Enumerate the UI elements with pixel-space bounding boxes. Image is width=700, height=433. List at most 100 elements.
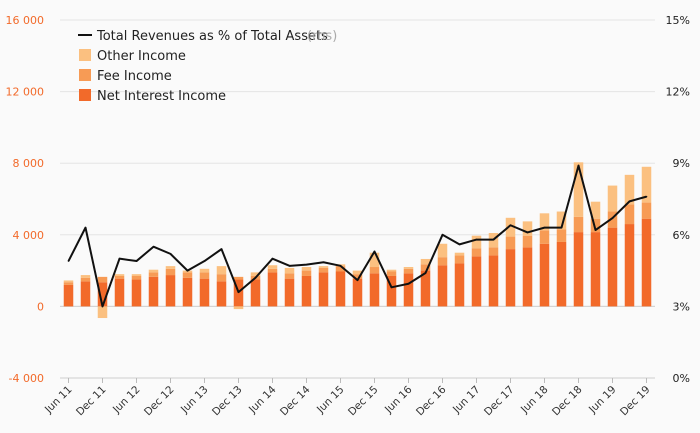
bar-fee-income [522,235,533,248]
bar-other-income [556,211,567,230]
bar-other-income [454,252,465,256]
bar-fee-income [63,282,74,285]
line-point [84,226,87,229]
bar-net-interest-income [284,278,295,307]
y-right-tick-label: 0% [673,372,690,385]
bar-fee-income [182,272,193,278]
line-point [237,291,240,293]
line-point [509,224,512,227]
x-tick-label: Dec 12 [142,384,177,419]
bar-other-income [420,258,431,265]
x-tick-label: Jun 14 [246,383,279,416]
x-tick-label: Dec 14 [278,383,313,418]
bar-other-income [437,243,448,258]
bar-net-interest-income [573,232,584,307]
line-point [186,269,189,272]
line-point [322,261,325,264]
bar-fee-income [80,277,91,282]
bar-fee-income [284,273,295,279]
x-tick-label: Dec 16 [414,383,449,418]
x-tick-label: Jun 15 [314,384,347,417]
line-point [203,260,206,262]
line-point [628,200,631,203]
bar-other-income [522,221,533,236]
bar-other-income [63,280,74,283]
bar-net-interest-income [641,218,652,307]
legend-other-label: Other Income [97,49,186,64]
y-right-tick-label: 3% [673,300,690,313]
line-point [288,265,291,267]
bar-net-interest-income [607,227,618,307]
bar-net-interest-income [556,241,567,307]
bar-fee-income [539,230,550,244]
bar-net-interest-income [318,272,329,307]
bar-fee-income [607,211,618,228]
bar-net-interest-income [335,271,346,307]
legend-other-swatch [79,49,91,61]
bar-fee-income [437,257,448,266]
bar-net-interest-income [590,232,601,307]
line-point [441,234,444,236]
bar-other-income [403,267,414,269]
bar-fee-income [97,276,108,283]
bar-net-interest-income [301,275,312,307]
bar-net-interest-income [267,272,278,307]
bar-net-interest-income [420,270,431,307]
line-point [67,260,70,262]
bar-net-interest-income [471,256,482,307]
bar-net-interest-income [369,273,380,307]
bar-other-income [505,217,516,237]
bar-net-interest-income [148,276,159,307]
y-left-tick-label: -4 000 [9,372,44,385]
bar-net-interest-income [437,265,448,307]
bar-fee-income [148,272,159,277]
bar-net-interest-income [165,275,176,307]
bar-fee-income [199,272,210,279]
y-left-tick-label: 16 000 [6,14,45,27]
bar-fee-income [301,270,312,276]
bar-net-interest-income [250,279,261,307]
bar-fee-income [165,268,176,276]
bar-other-income [318,266,329,268]
line-point [492,238,495,241]
x-tick-label: Jun 16 [382,383,415,416]
bar-net-interest-income [97,282,108,307]
bar-fee-income [386,271,397,276]
bar-net-interest-income [624,224,635,307]
bar-net-interest-income [403,273,414,307]
bar-net-interest-income [386,275,397,307]
x-tick-label: Jun 18 [518,384,551,417]
line-point [645,195,648,198]
line-point [390,286,393,289]
bar-net-interest-income [505,249,516,307]
x-tick-label: Dec 13 [210,384,245,419]
bar-net-interest-income [488,255,499,307]
bar-fee-income [352,274,363,279]
bar-fee-income [590,218,601,233]
bar-other-income [199,268,210,273]
bar-fee-income [216,274,227,282]
line-point [339,265,342,267]
line-point [271,257,274,260]
line-point [254,276,257,279]
bar-fee-income [114,275,125,279]
legend-nii-label: Net Interest Income [97,89,226,104]
bar-other-income [301,267,312,271]
bar-other-income [641,166,652,203]
legend: Total Revenues as % of Total Assets (rhs… [78,29,337,104]
line-point [594,229,597,231]
bar-fee-income [556,229,567,242]
legend-fee-label: Fee Income [97,69,172,84]
bar-other-income [267,265,278,269]
bar-net-interest-income [216,281,227,307]
line-point [169,253,172,255]
legend-line-label: Total Revenues as % of Total Assets [96,29,328,44]
x-tick-label: Dec 19 [618,384,653,419]
line-point [424,272,427,274]
bar-other-income [250,272,261,276]
x-tick-label: Jun 11 [42,384,75,417]
bar-fee-income [454,255,465,264]
bar-net-interest-income [80,281,91,307]
bar-fee-income [505,236,516,250]
y-right-tick-label: 6% [673,229,690,242]
